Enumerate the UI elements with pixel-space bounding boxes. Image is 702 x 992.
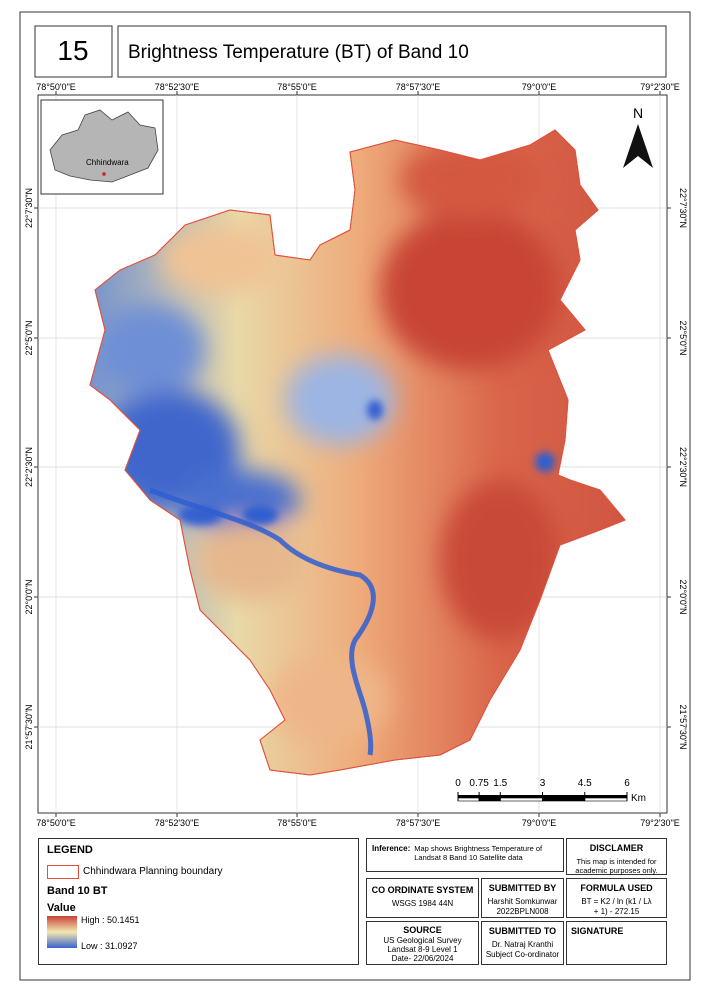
scale-segment — [542, 795, 585, 798]
north-arrow — [623, 124, 653, 168]
latitude-label: 21°57'30"N — [678, 704, 688, 749]
scale-segment — [478, 797, 501, 802]
scale-label: 6 — [624, 778, 630, 789]
scale-label: 0 — [455, 778, 461, 789]
legend-title: LEGEND — [47, 844, 93, 856]
scale-label: 0.75 — [469, 778, 489, 789]
legend-high: High : 50.1451 — [81, 915, 140, 925]
scale-segment — [500, 795, 543, 798]
source-line: Landsat 8-9 Level 1 — [387, 945, 458, 954]
north-label: N — [633, 105, 643, 121]
formula-title: FORMULA USED — [580, 883, 653, 893]
longitude-label: 78°55'0"E — [277, 82, 317, 92]
submitted-to-title: SUBMITTED TO — [488, 926, 557, 936]
scale-segment — [479, 795, 501, 798]
district-location — [102, 172, 106, 176]
legend-boundary: Chhindwara Planning boundary — [83, 866, 223, 877]
boundary-outline — [89, 129, 626, 776]
source-line: US Geological Survey — [383, 936, 462, 945]
longitude-label: 78°52'30"E — [155, 82, 200, 92]
disclaimer-box: DISCLAMER This map is intended for acade… — [566, 838, 667, 875]
longitude-label: 78°55'0"E — [277, 818, 317, 828]
inset-label: Chhindwara — [86, 158, 129, 167]
longitude-label: 79°2'30"E — [640, 818, 680, 828]
source-line: Date- 22/06/2024 — [391, 954, 454, 963]
scale-segment — [457, 797, 480, 802]
scale-label: 1.5 — [493, 778, 507, 789]
inference-box: Inference: Map shows Brightness Temperat… — [366, 838, 564, 872]
inference-text: Map shows Brightness Temperature of Land… — [414, 844, 543, 862]
longitude-label: 78°50'0"E — [36, 818, 76, 828]
legend-low: Low : 31.0927 — [81, 941, 138, 951]
legend-box: LEGEND Chhindwara Planning boundary Band… — [38, 838, 359, 965]
scale-segment — [584, 797, 628, 802]
scale-segment — [499, 797, 543, 802]
disclaimer-title: DISCLAMER — [589, 843, 644, 853]
submitted-by-line: 2022BPLN008 — [496, 907, 549, 916]
number-box — [34, 25, 113, 78]
latitude-label: 22°7'30"N — [678, 188, 688, 228]
boundary-swatch — [47, 865, 79, 879]
inference-label: Inference: — [372, 844, 411, 853]
legend-field: Value — [47, 902, 76, 914]
scale-label: 3 — [540, 778, 546, 789]
value-ramp — [47, 916, 77, 948]
latitude-label: 22°5'0"N — [678, 320, 688, 355]
scale-unit: Km — [631, 793, 646, 804]
scale-segment — [458, 795, 480, 798]
latitude-label: 22°7'30"N — [24, 188, 34, 228]
signature-box: SIGNATURE — [566, 921, 667, 965]
state-outline — [49, 109, 159, 183]
formula-text: BT = K2 / ln (k1 / Lλ + 1) - 272.15 — [581, 897, 652, 916]
latitude-label: 22°0'0"N — [24, 579, 34, 614]
coordinate-box: CO ORDINATE SYSTEM WSGS 1984 44N — [366, 878, 479, 918]
submitted-to-box: SUBMITTED TO Dr. Natraj Kranthi Subject C… — [481, 921, 564, 965]
submitted-by-box: SUBMITTED BY Harshit Somkunwar 2022BPLN00… — [481, 878, 564, 918]
longitude-label: 78°57'30"E — [396, 82, 441, 92]
legend-layer: Band 10 BT — [47, 885, 108, 897]
coordinate-title: CO ORDINATE SYSTEM — [371, 885, 474, 895]
title-box — [117, 25, 667, 78]
submitted-by-line: Harshit Somkunwar — [487, 897, 558, 906]
scale-segment — [584, 795, 627, 798]
longitude-label: 79°0'0"E — [522, 82, 557, 92]
scale-label: 4.5 — [578, 778, 592, 789]
source-box: SOURCE US Geological Survey Landsat 8-9 L… — [366, 921, 479, 965]
source-title: SOURCE — [403, 925, 442, 935]
latitude-label: 22°5'0"N — [24, 320, 34, 355]
submitted-to-line: Subject Co-ordinator — [485, 950, 560, 959]
map-title: Brightness Temperature (BT) of Band 10 — [128, 42, 469, 63]
signature-title: SIGNATURE — [571, 926, 624, 936]
longitude-label: 79°0'0"E — [522, 818, 557, 828]
longitude-label: 78°57'30"E — [396, 818, 441, 828]
disclaimer-text: This map is intended for academic purpos… — [575, 857, 658, 875]
longitude-label: 78°50'0"E — [36, 82, 76, 92]
submitted-to-line: Dr. Natraj Kranthi — [491, 940, 554, 949]
coordinate-text: WSGS 1984 44N — [391, 899, 454, 908]
map-number: 15 — [57, 35, 88, 66]
longitude-label: 79°2'30"E — [640, 82, 680, 92]
longitude-label: 78°52'30"E — [155, 818, 200, 828]
latitude-label: 22°0'0"N — [678, 579, 688, 614]
submitted-by-title: SUBMITTED BY — [488, 883, 557, 893]
formula-box: FORMULA USED BT = K2 / ln (k1 / Lλ + 1) … — [566, 878, 667, 918]
latitude-label: 22°2'30"N — [24, 447, 34, 487]
sheet-border — [19, 11, 691, 981]
latitude-label: 21°57'30"N — [24, 704, 34, 749]
latitude-label: 22°2'30"N — [678, 447, 688, 487]
scale-segment — [542, 797, 586, 802]
